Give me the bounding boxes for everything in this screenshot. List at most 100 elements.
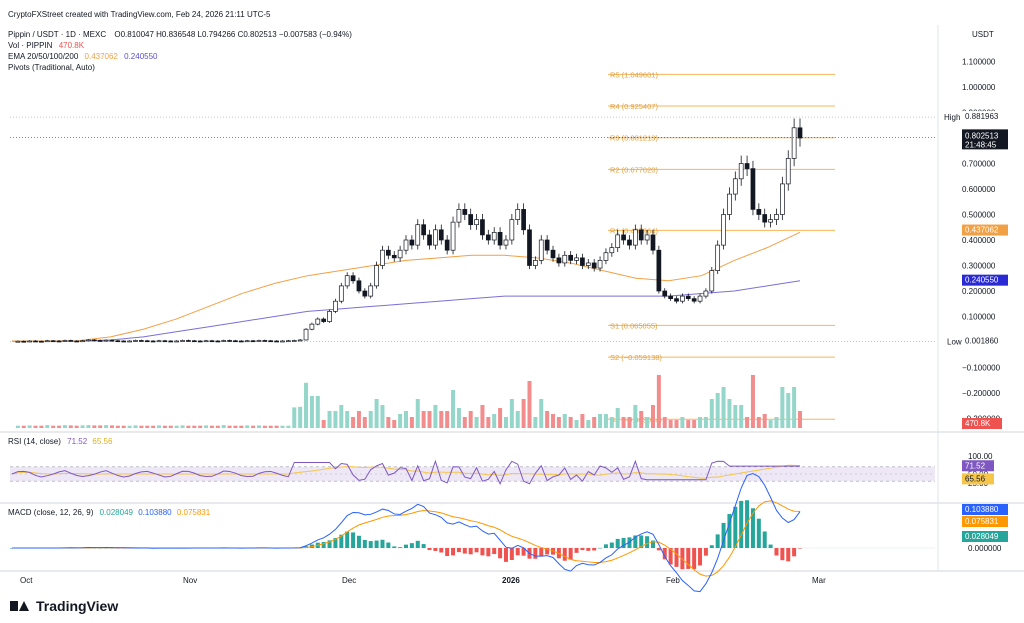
macd-histogram-bar xyxy=(774,548,779,556)
pivots-legend[interactable]: Pivots (Traditional, Auto) xyxy=(8,63,95,72)
candle-body xyxy=(609,247,615,254)
candle-body xyxy=(203,340,209,343)
macd-histogram-bar xyxy=(480,548,485,556)
volume-bar xyxy=(209,425,214,428)
candle-body xyxy=(780,183,785,215)
candle-body xyxy=(450,221,456,251)
symbol-line: Pippin / USDT · 1D · MEXC O0.810047 H0.8… xyxy=(8,30,352,39)
volume-bar xyxy=(703,417,708,428)
ema-label: EMA 20/50/100/200 xyxy=(8,52,79,61)
macd-histogram-bar xyxy=(539,548,544,557)
high-label: High xyxy=(944,113,960,122)
candle-body xyxy=(374,265,379,287)
volume-bar xyxy=(139,425,144,428)
brand-name: TradingView xyxy=(36,598,119,614)
candle-body xyxy=(397,249,403,259)
volume-bar xyxy=(556,417,561,428)
candle-body xyxy=(797,127,803,139)
candle-body xyxy=(591,262,597,269)
volume-bar xyxy=(180,425,185,428)
volume-bar xyxy=(368,411,373,428)
macd-histogram-bar xyxy=(462,548,467,554)
candle-body xyxy=(691,298,697,302)
volume-bar xyxy=(133,425,138,428)
macd-histogram-bar xyxy=(709,545,714,548)
macd-histogram-bar xyxy=(792,548,797,557)
volume-legend[interactable]: Vol · PIPPIN 470.8K xyxy=(8,41,84,50)
svg-text:0.001860: 0.001860 xyxy=(965,337,999,346)
candle-body xyxy=(680,295,685,302)
symbol-title[interactable]: Pippin / USDT · 1D · MEXC xyxy=(8,30,107,39)
candle-body xyxy=(703,290,709,297)
candle-body xyxy=(685,295,691,300)
volume-bar xyxy=(392,420,397,428)
candle-body xyxy=(74,340,80,343)
volume-bar xyxy=(215,425,220,428)
currency-label[interactable]: USDT xyxy=(972,30,994,39)
macd-line xyxy=(12,472,801,593)
volume-bar xyxy=(204,425,209,428)
pivot-label: R3 (0.801213) xyxy=(610,134,658,143)
candle-body xyxy=(97,340,103,342)
volume-label: Vol · PIPPIN xyxy=(8,41,53,50)
macd-histogram-bar xyxy=(645,536,650,548)
pivot-label: R5 (1.049601) xyxy=(610,70,658,79)
macd-signal-value: 0.075831 xyxy=(176,508,211,517)
macd-histogram-bar xyxy=(404,544,408,548)
macd-histogram-bar xyxy=(451,548,456,556)
macd-histogram-bar xyxy=(427,548,432,551)
volume-bar xyxy=(380,405,385,428)
candle-body xyxy=(274,340,279,343)
macd-histogram-bar xyxy=(515,548,520,556)
candle-body xyxy=(533,260,538,266)
macd-histogram-bar xyxy=(798,548,802,549)
candle-body xyxy=(244,340,250,343)
candle-body xyxy=(521,209,526,231)
macd-histogram-bar xyxy=(498,548,503,559)
macd-histogram-bar xyxy=(615,538,620,548)
volume-bar xyxy=(445,411,450,428)
macd-label: MACD (close, 12, 26, 9) xyxy=(8,508,94,517)
volume-bar xyxy=(268,425,273,428)
price-tick-label: 0.400000 xyxy=(962,236,996,245)
price-tick-label: 0.600000 xyxy=(962,185,996,194)
volume-bar xyxy=(92,425,97,428)
candle-body xyxy=(474,219,479,226)
candle-body xyxy=(550,249,556,259)
volume-bar xyxy=(745,417,750,428)
svg-text:0.028049: 0.028049 xyxy=(965,532,999,541)
candle-body xyxy=(638,229,644,241)
macd-histogram-bar xyxy=(786,548,791,562)
volume-bar xyxy=(121,425,126,428)
rsi-label: RSI (14, close) xyxy=(8,437,61,446)
volume-bar xyxy=(551,414,556,428)
volume-bar xyxy=(309,396,314,428)
macd-histogram-bar xyxy=(692,548,697,570)
macd-histogram-bar xyxy=(386,542,391,548)
macd-histogram-bar xyxy=(580,548,585,551)
macd-histogram-bar xyxy=(486,548,491,557)
volume-bar xyxy=(39,425,44,428)
candle-body xyxy=(715,244,721,271)
ema-legend[interactable]: EMA 20/50/100/200 0.437062 0.240550 xyxy=(8,52,158,61)
macd-histogram-bar xyxy=(356,535,361,548)
volume-bar xyxy=(674,420,679,428)
rsi-legend[interactable]: RSI (14, close) 71.52 65.56 xyxy=(8,437,112,446)
macd-histogram-bar xyxy=(727,514,732,548)
volume-bar xyxy=(750,375,755,428)
tradingview-brand[interactable]: TradingView xyxy=(10,598,118,614)
macd-signal-tag: 0.075831 xyxy=(962,516,1008,527)
rsi-value: 71.52 xyxy=(67,437,88,446)
volume-bar xyxy=(298,406,303,428)
candle-body xyxy=(386,249,391,256)
volume-bar xyxy=(74,425,79,428)
macd-histogram-bar xyxy=(521,548,526,556)
candle-body xyxy=(721,214,726,246)
candle-body xyxy=(350,275,356,282)
macd-histogram-bar xyxy=(574,548,579,553)
svg-text:0.802513: 0.802513 xyxy=(965,131,999,140)
macd-legend[interactable]: MACD (close, 12, 26, 9) 0.028049 0.10388… xyxy=(8,508,210,517)
candle-body xyxy=(168,340,174,343)
candle-body xyxy=(39,340,44,343)
